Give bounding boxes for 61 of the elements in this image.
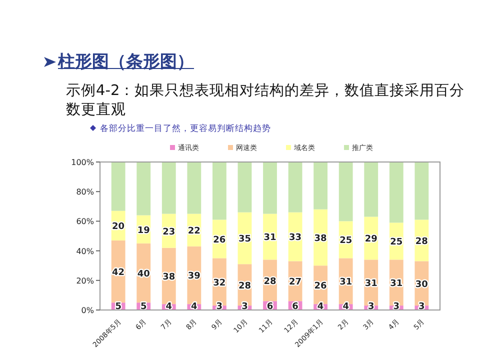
data-label: 6 [266,302,274,312]
data-label: 31 [264,233,276,244]
data-label: 25 [390,238,403,248]
data-label: 3 [242,302,248,312]
data-label: 42 [112,268,125,278]
bar [263,162,277,214]
bar [136,162,151,216]
bar [212,162,226,220]
data-label: 19 [137,226,150,236]
data-label: 29 [364,234,378,245]
data-label: 40 [137,270,150,280]
data-label: 3 [368,302,374,312]
data-label: 38 [314,234,327,244]
data-label: 26 [213,235,226,246]
chart-title: 柱形图（条形图） [56,51,194,73]
data-label: 31 [390,279,403,290]
y-tick-label: 80% [76,188,94,197]
data-label: 23 [162,227,176,238]
data-label: 28 [238,281,251,292]
chart-subtitle: 示例4-2：如果只想表现相对结构的差异，数值直接采用百分数更直观 [66,82,466,120]
y-tick-label: 20% [76,276,94,286]
bar [238,162,252,212]
data-label: 5 [140,302,147,312]
data-label: 28 [415,236,428,247]
text: 各部分比重一目了然，更容易判断结构趋势 [99,123,271,135]
data-label: 35 [238,234,251,245]
y-tick-label: 60% [76,217,94,226]
data-label: 6 [292,302,298,312]
data-label: 3 [418,302,425,312]
data-label: 28 [264,276,276,287]
data-label: 27 [289,278,302,288]
y-tick-label: 100% [71,158,94,167]
data-label: 33 [289,233,302,244]
data-label: 22 [188,226,200,237]
bar [111,162,126,211]
data-label: 5 [115,302,122,312]
data-label: 4 [342,302,349,312]
data-label: 31 [364,279,378,290]
y-tick-label: 0% [81,306,94,315]
data-label: 4 [166,302,172,312]
bar [314,162,328,210]
data-label: 3 [216,302,223,312]
bar [187,162,202,214]
data-label: 31 [340,278,352,288]
data-label: 39 [188,272,200,282]
data-label: 20 [112,222,125,232]
data-label: 4 [317,302,324,312]
bar [364,162,378,217]
bar [288,162,302,212]
data-label: 38 [162,272,176,282]
data-label: 25 [340,236,352,246]
bar [389,162,404,223]
data-label: 26 [314,281,327,292]
bar [162,162,176,214]
data-label: 30 [415,280,428,290]
data-label: 32 [213,278,226,288]
bar [414,162,429,220]
y-tick-label: 40% [76,246,94,256]
bar [338,162,353,222]
data-label: 3 [393,302,400,312]
data-label: 4 [191,302,198,312]
